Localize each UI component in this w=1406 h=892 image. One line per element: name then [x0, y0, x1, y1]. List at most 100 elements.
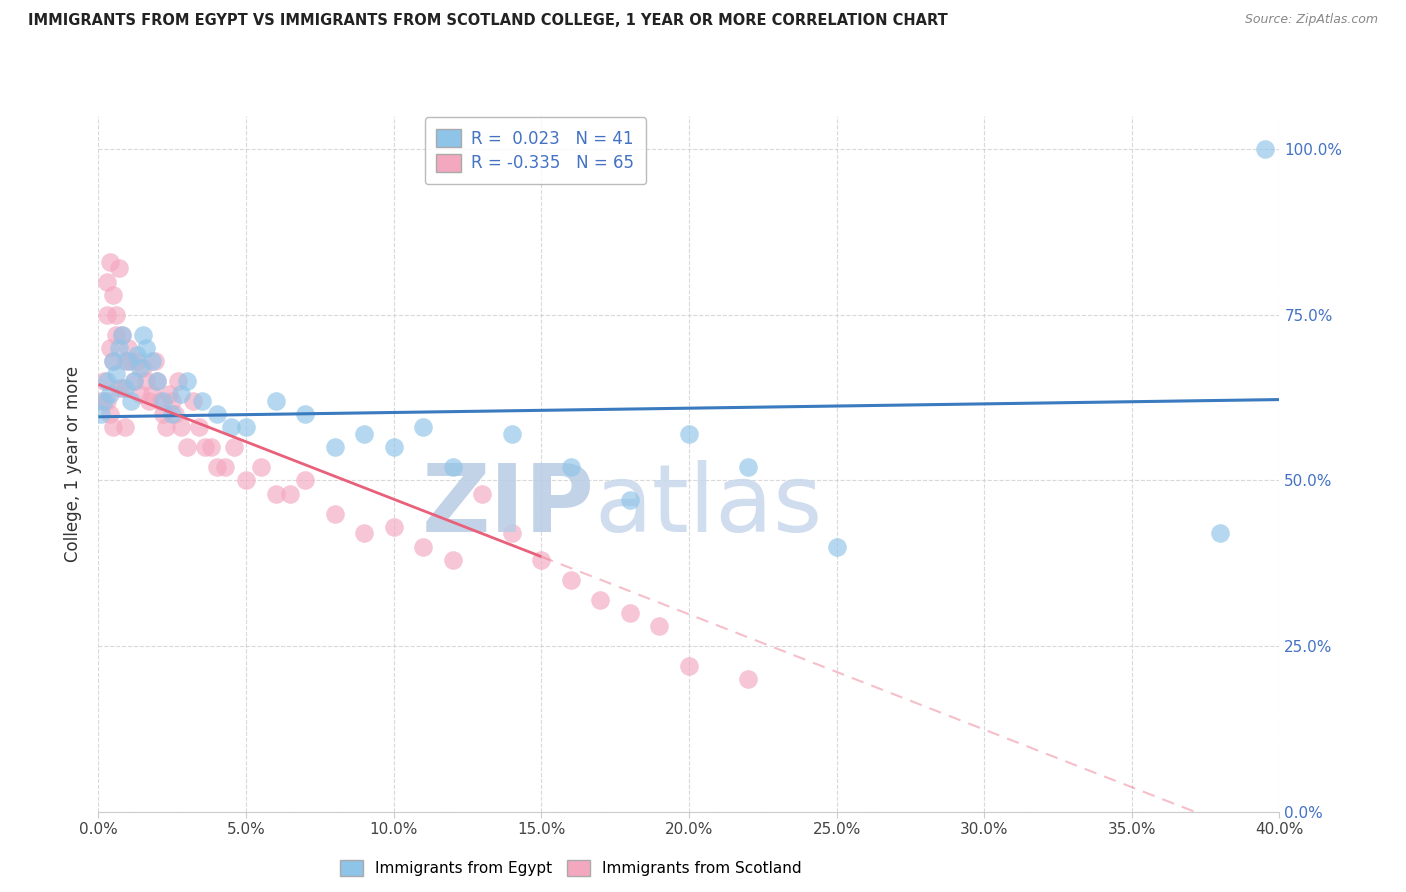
- Point: [114, 420, 136, 434]
- Point: [103, 354, 125, 368]
- Point: [146, 374, 169, 388]
- Point: [1209, 526, 1232, 541]
- Point: [93, 393, 115, 408]
- Text: ZIP: ZIP: [422, 459, 595, 551]
- Point: [235, 420, 257, 434]
- Point: [108, 341, 131, 355]
- Point: [132, 327, 155, 342]
- Point: [111, 327, 134, 342]
- Point: [105, 308, 128, 322]
- Point: [98, 341, 121, 355]
- Point: [125, 354, 148, 368]
- Point: [98, 387, 121, 401]
- Point: [353, 427, 375, 442]
- Point: [157, 387, 180, 401]
- Point: [678, 659, 700, 673]
- Point: [264, 486, 287, 500]
- Point: [530, 553, 553, 567]
- Text: IMMIGRANTS FROM EGYPT VS IMMIGRANTS FROM SCOTLAND COLLEGE, 1 YEAR OR MORE CORREL: IMMIGRANTS FROM EGYPT VS IMMIGRANTS FROM…: [28, 13, 948, 29]
- Point: [648, 619, 671, 633]
- Point: [471, 486, 494, 500]
- Point: [96, 374, 118, 388]
- Point: [619, 493, 641, 508]
- Point: [108, 261, 131, 276]
- Point: [108, 381, 131, 395]
- Point: [219, 420, 242, 434]
- Text: atlas: atlas: [595, 459, 823, 551]
- Point: [176, 440, 198, 454]
- Point: [122, 374, 145, 388]
- Point: [323, 507, 346, 521]
- Point: [105, 368, 128, 382]
- Legend: Immigrants from Egypt, Immigrants from Scotland: Immigrants from Egypt, Immigrants from S…: [332, 852, 810, 884]
- Point: [170, 420, 193, 434]
- Point: [264, 393, 287, 408]
- Point: [165, 407, 187, 421]
- Point: [412, 420, 434, 434]
- Point: [619, 606, 641, 620]
- Point: [214, 460, 236, 475]
- Point: [167, 374, 190, 388]
- Point: [501, 526, 523, 541]
- Point: [155, 420, 177, 434]
- Point: [103, 420, 125, 434]
- Point: [162, 393, 183, 408]
- Point: [191, 393, 214, 408]
- Point: [353, 526, 375, 541]
- Point: [187, 420, 209, 434]
- Point: [114, 381, 136, 395]
- Point: [382, 520, 405, 534]
- Y-axis label: College, 1 year or more: College, 1 year or more: [65, 366, 83, 562]
- Point: [135, 374, 157, 388]
- Point: [200, 440, 222, 454]
- Point: [128, 387, 150, 401]
- Point: [120, 354, 142, 368]
- Point: [323, 440, 346, 454]
- Point: [141, 354, 163, 368]
- Point: [117, 341, 139, 355]
- Point: [98, 254, 121, 268]
- Point: [105, 327, 128, 342]
- Point: [138, 393, 160, 408]
- Point: [278, 486, 302, 500]
- Point: [152, 393, 174, 408]
- Point: [132, 360, 155, 375]
- Point: [294, 474, 316, 488]
- Point: [176, 374, 198, 388]
- Point: [98, 407, 121, 421]
- Point: [152, 407, 174, 421]
- Point: [96, 393, 118, 408]
- Point: [143, 354, 166, 368]
- Point: [412, 540, 434, 554]
- Point: [589, 592, 612, 607]
- Point: [441, 460, 464, 475]
- Point: [111, 327, 134, 342]
- Point: [96, 308, 118, 322]
- Point: [224, 440, 246, 454]
- Point: [560, 573, 582, 587]
- Point: [103, 354, 125, 368]
- Point: [294, 407, 316, 421]
- Point: [93, 374, 115, 388]
- Point: [205, 460, 228, 475]
- Point: [162, 407, 183, 421]
- Point: [825, 540, 848, 554]
- Point: [103, 288, 125, 302]
- Point: [117, 354, 139, 368]
- Point: [96, 275, 118, 289]
- Point: [149, 393, 172, 408]
- Point: [194, 440, 217, 454]
- Point: [122, 374, 145, 388]
- Point: [560, 460, 582, 475]
- Point: [114, 354, 136, 368]
- Point: [441, 553, 464, 567]
- Point: [170, 387, 193, 401]
- Point: [181, 393, 204, 408]
- Point: [737, 672, 759, 686]
- Point: [90, 407, 112, 421]
- Point: [141, 387, 163, 401]
- Point: [382, 440, 405, 454]
- Point: [1254, 142, 1277, 156]
- Point: [250, 460, 273, 475]
- Point: [235, 474, 257, 488]
